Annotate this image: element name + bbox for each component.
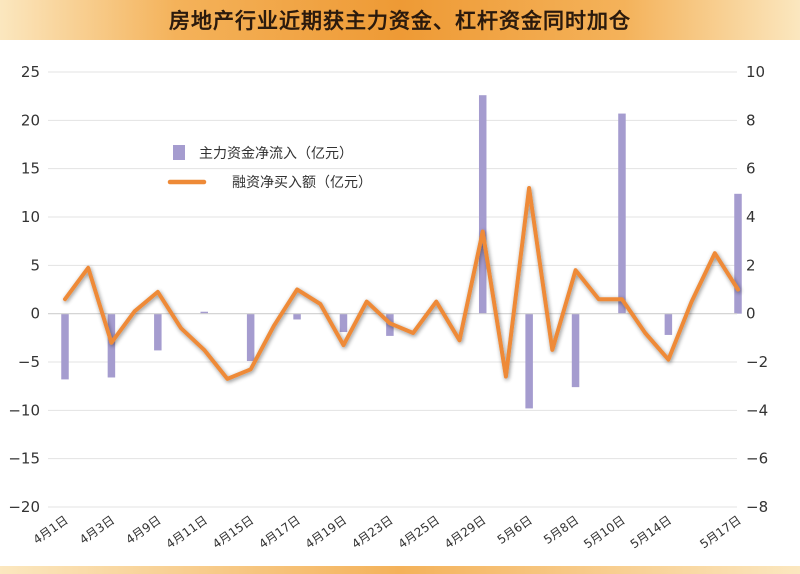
x-tick-label: 5月17日 (697, 513, 743, 551)
bar-mark (525, 313, 533, 409)
right-y-tick-label: 8 (746, 111, 756, 129)
bar-mark (154, 313, 162, 351)
x-tick-label: 4月3日 (77, 513, 117, 547)
right-y-tick-label: −2 (746, 353, 768, 371)
left-y-tick-label: 25 (21, 63, 40, 81)
right-y-tick-label: −4 (746, 401, 768, 419)
legend-label-line: 融资净买入额（亿元） (232, 175, 372, 191)
title-banner: 房地产行业近期获主力资金、杠杆资金同时加仓 (0, 0, 800, 40)
x-tick-label: 4月9日 (123, 513, 163, 547)
left-y-tick-label: 15 (21, 160, 40, 178)
bar-mark (61, 313, 69, 380)
left-y-tick-label: 20 (21, 111, 40, 129)
bar-series (61, 95, 742, 409)
x-tick-label: 4月11日 (164, 513, 210, 551)
right-y-tick-label: 4 (746, 208, 756, 226)
bar-mark (734, 193, 742, 314)
bar-mark (107, 313, 116, 378)
right-y-tick-label: 2 (746, 256, 756, 274)
right-y-tick-label: −6 (746, 450, 768, 468)
bar-mark (246, 313, 255, 362)
right-y-axis: 10 8 6 4 2 0 −2 −4 −6 −8 (746, 63, 768, 516)
bar-mark (664, 313, 673, 335)
x-tick-label: 4月23日 (349, 513, 395, 551)
left-y-tick-label: −15 (8, 450, 40, 468)
legend-swatch-bar (173, 145, 185, 160)
bar-mark (571, 313, 580, 388)
x-tick-label: 4月1日 (31, 513, 71, 547)
x-tick-label: 4月17日 (256, 513, 302, 551)
right-y-tick-label: 6 (746, 160, 756, 178)
line-mark (63, 186, 740, 381)
right-y-tick-label: −8 (746, 498, 768, 516)
legend-label-bar: 主力资金净流入（亿元） (199, 146, 353, 162)
bar-mark (618, 113, 626, 314)
right-y-tick-label: 0 (746, 305, 756, 323)
bar-mark (478, 95, 487, 314)
x-tick-label: 4月29日 (442, 513, 488, 551)
left-y-tick-label: 10 (21, 208, 40, 226)
x-tick-label: 5月6日 (495, 513, 535, 547)
legend: 主力资金净流入（亿元） 融资净买入额（亿元） (167, 145, 372, 191)
right-y-tick-label: 10 (746, 63, 765, 81)
x-tick-label: 4月15日 (210, 513, 256, 551)
x-axis: 4月1日 4月3日 4月9日 4月11日 4月15日 4月17日 4月19日 4月23日 4月2… (31, 513, 744, 551)
chart-title: 房地产行业近期获主力资金、杠杆资金同时加仓 (169, 9, 631, 33)
bar-mark (200, 311, 208, 314)
x-tick-label: 4月19日 (303, 513, 349, 551)
gridlines (48, 71, 737, 508)
x-tick-label: 4月25日 (396, 513, 442, 551)
x-tick-label: 5月14日 (628, 513, 674, 551)
x-tick-label: 5月8日 (541, 513, 581, 547)
left-y-tick-label: 0 (30, 305, 40, 323)
bottom-banner (0, 566, 800, 574)
bar-mark (339, 313, 348, 333)
left-y-axis: 25 20 15 10 5 0 −5 −10 −15 −20 (8, 63, 40, 516)
x-tick-label: 5月10日 (581, 513, 627, 551)
left-y-tick-label: −5 (18, 353, 40, 371)
left-y-tick-label: 5 (30, 256, 40, 274)
line-series (63, 186, 740, 381)
left-y-tick-label: −10 (8, 401, 40, 419)
bar-mark (293, 313, 301, 320)
left-y-tick-label: −20 (8, 498, 40, 516)
